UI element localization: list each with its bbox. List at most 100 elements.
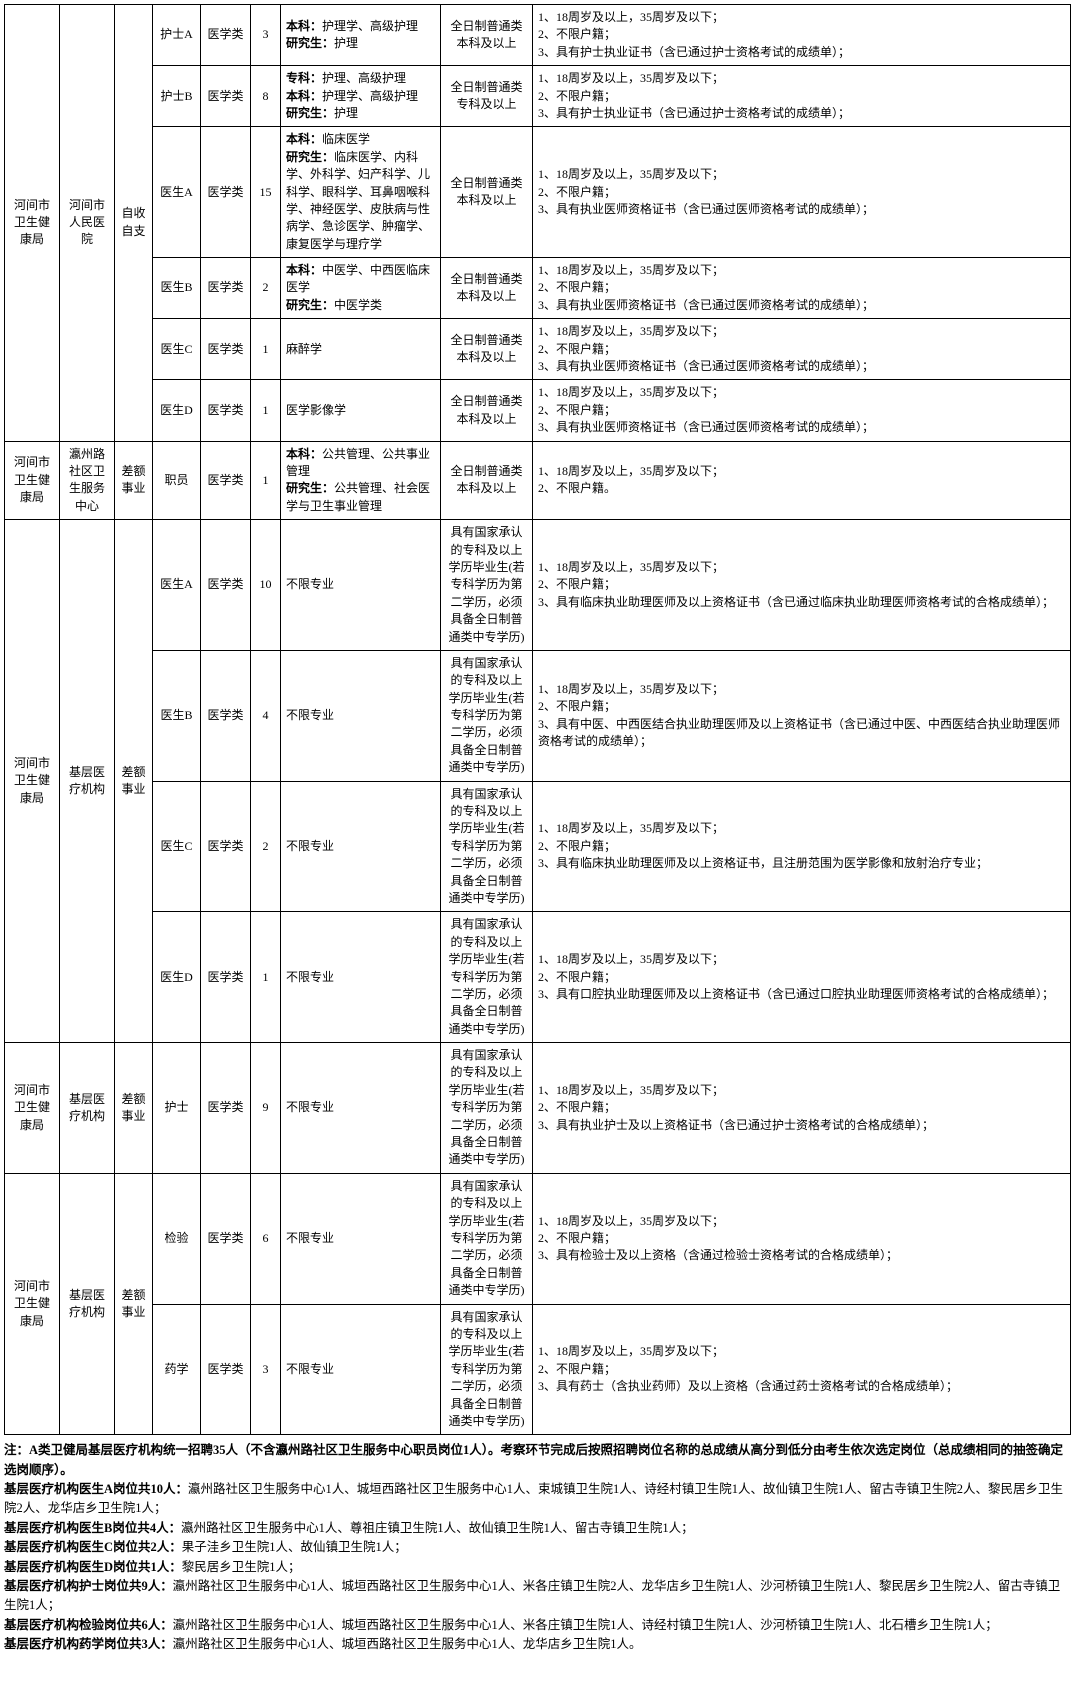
funding-cell: 差额事业 [115,1043,153,1174]
number-cell: 1 [251,912,281,1043]
table-row: 药学医学类3不限专业具有国家承认的专科及以上学历毕业生(若专科学历为第二学历，必… [5,1304,1071,1435]
major-cell: 不限专业 [281,781,441,912]
category-cell: 医学类 [201,380,251,441]
major-cell: 医学影像学 [281,380,441,441]
unit-cell: 基层医疗机构 [60,520,115,1043]
number-cell: 9 [251,1043,281,1174]
post-cell: 医生B [153,258,201,319]
footnote-line: 基层医疗机构医生D岗位共1人：黎民居乡卫生院1人； [4,1558,1071,1577]
post-cell: 医生B [153,650,201,781]
funding-cell: 差额事业 [115,520,153,1043]
number-cell: 10 [251,520,281,651]
major-cell: 不限专业 [281,1173,441,1304]
requirement-cell: 1、18周岁及以上，35周岁及以下；2、不限户籍；3、具有口腔执业助理医师及以上… [533,912,1071,1043]
footnote-line: 基层医疗机构医生B岗位共4人：瀛州路社区卫生服务中心1人、尊祖庄镇卫生院1人、故… [4,1519,1071,1538]
major-cell: 不限专业 [281,1304,441,1435]
table-row: 医生C医学类1麻醉学全日制普通类本科及以上1、18周岁及以上，35周岁及以下；2… [5,319,1071,380]
table-row: 医生D医学类1不限专业具有国家承认的专科及以上学历毕业生(若专科学历为第二学历，… [5,912,1071,1043]
funding-cell: 自收自支 [115,5,153,442]
category-cell: 医学类 [201,912,251,1043]
footnote-line: 基层医疗机构检验岗位共6人：瀛州路社区卫生服务中心1人、城垣西路社区卫生服务中心… [4,1616,1071,1635]
education-cell: 具有国家承认的专科及以上学历毕业生(若专科学历为第二学历，必须具备全日制普通类中… [441,781,533,912]
post-cell: 医生D [153,912,201,1043]
category-cell: 医学类 [201,1173,251,1304]
education-cell: 全日制普通类本科及以上 [441,380,533,441]
table-row: 医生B医学类4不限专业具有国家承认的专科及以上学历毕业生(若专科学历为第二学历，… [5,650,1071,781]
education-cell: 具有国家承认的专科及以上学历毕业生(若专科学历为第二学历，必须具备全日制普通类中… [441,912,533,1043]
education-cell: 具有国家承认的专科及以上学历毕业生(若专科学历为第二学历，必须具备全日制普通类中… [441,1043,533,1174]
major-cell: 专科：护理、高级护理本科：护理学、高级护理研究生：护理 [281,66,441,127]
dept-cell: 河间市卫生健康局 [5,5,60,442]
category-cell: 医学类 [201,127,251,258]
footnote-line: 基层医疗机构医生C岗位共2人：果子洼乡卫生院1人、故仙镇卫生院1人； [4,1538,1071,1557]
education-cell: 具有国家承认的专科及以上学历毕业生(若专科学历为第二学历，必须具备全日制普通类中… [441,1173,533,1304]
major-cell: 本科：公共管理、公共事业管理研究生：公共管理、社会医学与卫生事业管理 [281,441,441,520]
category-cell: 医学类 [201,520,251,651]
category-cell: 医学类 [201,781,251,912]
education-cell: 全日制普通类本科及以上 [441,441,533,520]
table-row: 河间市卫生健康局基层医疗机构差额事业护士医学类9不限专业具有国家承认的专科及以上… [5,1043,1071,1174]
post-cell: 检验 [153,1173,201,1304]
education-cell: 全日制普通类本科及以上 [441,319,533,380]
post-cell: 医生A [153,520,201,651]
category-cell: 医学类 [201,258,251,319]
major-cell: 不限专业 [281,912,441,1043]
major-cell: 不限专业 [281,650,441,781]
requirement-cell: 1、18周岁及以上，35周岁及以下；2、不限户籍；3、具有护士执业证书（含已通过… [533,66,1071,127]
major-cell: 不限专业 [281,520,441,651]
post-cell: 护士A [153,5,201,66]
major-cell: 本科：中医学、中西医临床医学研究生：中医学类 [281,258,441,319]
unit-cell: 河间市人民医院 [60,5,115,442]
major-cell: 本科：护理学、高级护理研究生：护理 [281,5,441,66]
category-cell: 医学类 [201,319,251,380]
table-row: 河间市卫生健康局基层医疗机构差额事业医生A医学类10不限专业具有国家承认的专科及… [5,520,1071,651]
number-cell: 15 [251,127,281,258]
number-cell: 2 [251,781,281,912]
footnote-line: 基层医疗机构药学岗位共3人：瀛州路社区卫生服务中心1人、城垣西路社区卫生服务中心… [4,1635,1071,1654]
recruitment-table: 河间市卫生健康局河间市人民医院自收自支护士A医学类3本科：护理学、高级护理研究生… [4,4,1071,1435]
dept-cell: 河间市卫生健康局 [5,441,60,520]
education-cell: 具有国家承认的专科及以上学历毕业生(若专科学历为第二学历，必须具备全日制普通类中… [441,520,533,651]
education-cell: 全日制普通类专科及以上 [441,66,533,127]
requirement-cell: 1、18周岁及以上，35周岁及以下；2、不限户籍；3、具有执业医师资格证书（含已… [533,127,1071,258]
number-cell: 3 [251,1304,281,1435]
requirement-cell: 1、18周岁及以上，35周岁及以下；2、不限户籍；3、具有执业医师资格证书（含已… [533,258,1071,319]
unit-cell: 基层医疗机构 [60,1043,115,1174]
education-cell: 全日制普通类本科及以上 [441,127,533,258]
table-row: 护士B医学类8专科：护理、高级护理本科：护理学、高级护理研究生：护理全日制普通类… [5,66,1071,127]
number-cell: 3 [251,5,281,66]
requirement-cell: 1、18周岁及以上，35周岁及以下；2、不限户籍；3、具有检验士及以上资格（含通… [533,1173,1071,1304]
education-cell: 全日制普通类本科及以上 [441,258,533,319]
post-cell: 职员 [153,441,201,520]
major-cell: 麻醉学 [281,319,441,380]
post-cell: 医生C [153,319,201,380]
requirement-cell: 1、18周岁及以上，35周岁及以下；2、不限户籍；3、具有执业医师资格证书（含已… [533,319,1071,380]
dept-cell: 河间市卫生健康局 [5,1173,60,1434]
post-cell: 护士 [153,1043,201,1174]
requirement-cell: 1、18周岁及以上，35周岁及以下；2、不限户籍；3、具有中医、中西医结合执业助… [533,650,1071,781]
table-row: 医生D医学类1医学影像学全日制普通类本科及以上1、18周岁及以上，35周岁及以下… [5,380,1071,441]
table-row: 医生A医学类15本科：临床医学研究生：临床医学、内科学、外科学、妇产科学、儿科学… [5,127,1071,258]
post-cell: 医生A [153,127,201,258]
post-cell: 医生D [153,380,201,441]
major-cell: 本科：临床医学研究生：临床医学、内科学、外科学、妇产科学、儿科学、眼科学、耳鼻咽… [281,127,441,258]
footnote-line: 基层医疗机构医生A岗位共10人：瀛州路社区卫生服务中心1人、城垣西路社区卫生服务… [4,1480,1071,1519]
footnote-line: 注：A类卫健局基层医疗机构统一招聘35人（不含瀛州路社区卫生服务中心职员岗位1人… [4,1441,1071,1480]
footnotes: 注：A类卫健局基层医疗机构统一招聘35人（不含瀛州路社区卫生服务中心职员岗位1人… [4,1441,1071,1654]
table-row: 医生B医学类2本科：中医学、中西医临床医学研究生：中医学类全日制普通类本科及以上… [5,258,1071,319]
number-cell: 2 [251,258,281,319]
category-cell: 医学类 [201,1304,251,1435]
unit-cell: 瀛州路社区卫生服务中心 [60,441,115,520]
number-cell: 6 [251,1173,281,1304]
requirement-cell: 1、18周岁及以上，35周岁及以下；2、不限户籍。 [533,441,1071,520]
requirement-cell: 1、18周岁及以上，35周岁及以下；2、不限户籍；3、具有执业医师资格证书（含已… [533,380,1071,441]
table-row: 医生C医学类2不限专业具有国家承认的专科及以上学历毕业生(若专科学历为第二学历，… [5,781,1071,912]
number-cell: 4 [251,650,281,781]
funding-cell: 差额事业 [115,1173,153,1434]
number-cell: 1 [251,319,281,380]
education-cell: 具有国家承认的专科及以上学历毕业生(若专科学历为第二学历，必须具备全日制普通类中… [441,650,533,781]
dept-cell: 河间市卫生健康局 [5,1043,60,1174]
number-cell: 8 [251,66,281,127]
post-cell: 医生C [153,781,201,912]
footnote-line: 基层医疗机构护士岗位共9人：瀛州路社区卫生服务中心1人、城垣西路社区卫生服务中心… [4,1577,1071,1616]
